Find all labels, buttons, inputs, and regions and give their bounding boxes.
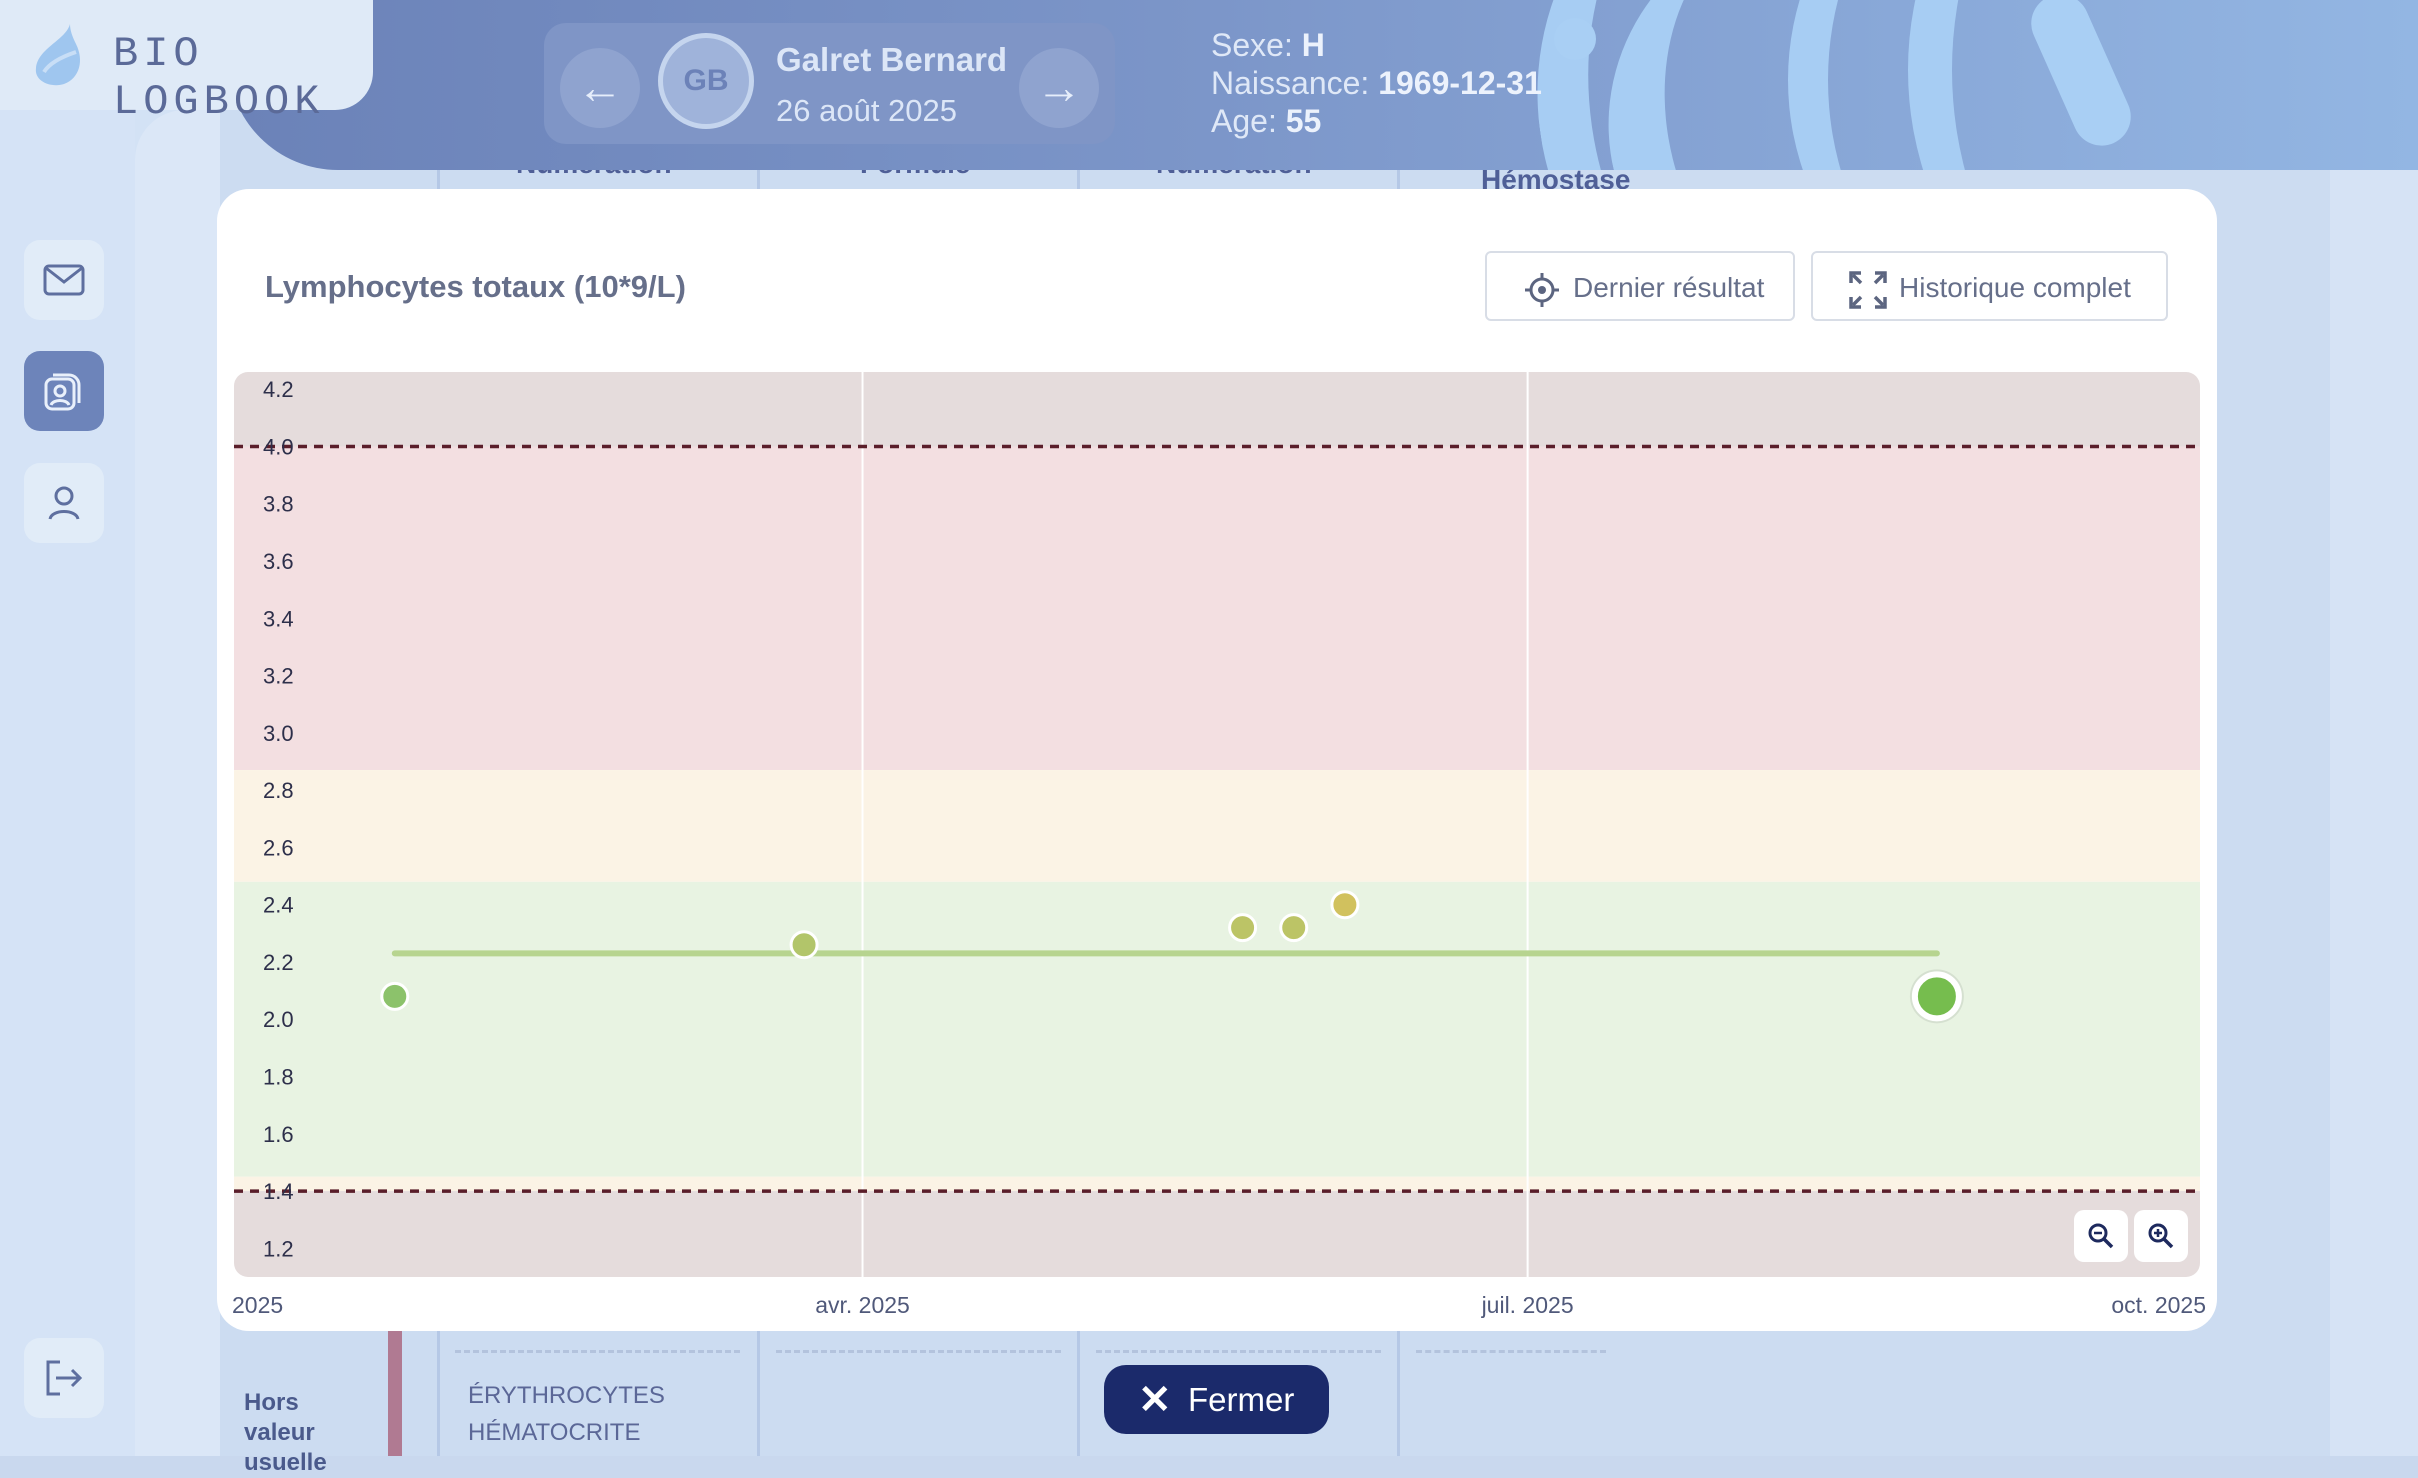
patient-card: ← GB Galret Bernard 26 août 2025 → [544, 23, 1115, 144]
mail-icon [43, 264, 85, 296]
previous-patient-button[interactable]: ← [560, 48, 640, 128]
zoom-in-icon [2148, 1223, 2174, 1249]
age-row: Age: 55 [1211, 102, 1542, 140]
patient-info: Sexe: H Naissance: 1969-12-31 Age: 55 [1211, 26, 1542, 140]
y-tick-label: 2.2 [263, 950, 294, 975]
rail-inner [135, 110, 220, 1456]
next-patient-button[interactable]: → [1019, 48, 1099, 128]
y-tick-label: 3.8 [263, 492, 294, 517]
data-point [789, 930, 819, 960]
y-tick-label: 1.6 [263, 1122, 294, 1147]
range-band [234, 881, 2200, 1177]
logo-text: BIO LOGBOOK [113, 30, 325, 126]
birth-row: Naissance: 1969-12-31 [1211, 64, 1542, 102]
y-tick-label: 3.2 [263, 664, 294, 689]
test-label[interactable]: HÉMATOCRITE [468, 1419, 641, 1446]
x-tick-label: oct. 2025 [2111, 1292, 2206, 1318]
birth-label: Naissance: [1211, 65, 1370, 101]
sex-value: H [1301, 27, 1325, 63]
patient-name: Galret Bernard [776, 41, 1008, 78]
row-label: Hors valeur usuelle [244, 1389, 327, 1476]
range-band [234, 372, 2200, 447]
zoom-out-button[interactable] [2074, 1210, 2128, 1262]
last-result-button[interactable]: Dernier résultat [1485, 251, 1795, 321]
decorative-arc [1908, 0, 2418, 170]
x-tick-label: avr. 2025 [815, 1292, 910, 1318]
left-rail [0, 0, 135, 1456]
data-point [380, 981, 410, 1011]
sidebar-item-messages[interactable] [24, 240, 104, 320]
zoom-out-icon [2088, 1223, 2114, 1249]
arrow-left-icon: ← [577, 61, 623, 113]
y-tick-label: 1.4 [263, 1179, 294, 1204]
report-date: 26 août 2025 [776, 93, 958, 128]
birth-value: 1969-12-31 [1378, 65, 1542, 101]
y-tick-label: 2.6 [263, 835, 294, 860]
sidebar-item-patients[interactable] [24, 351, 104, 431]
y-tick-label: 1.2 [263, 1236, 294, 1261]
sex-row: Sexe: H [1211, 26, 1542, 64]
last-result-label: Dernier résultat [1573, 272, 1765, 303]
range-band [234, 1191, 2200, 1277]
y-tick-label: 4.0 [263, 434, 294, 459]
close-icon: ✕ [1138, 1378, 1172, 1422]
right-strip [2330, 170, 2418, 1456]
decorative-arc [1788, 0, 2348, 170]
row-divider [776, 1350, 1061, 1353]
range-band [234, 1176, 2200, 1192]
decorative-dot [1554, 18, 1596, 60]
row-marker [388, 1330, 402, 1456]
target-icon [1525, 273, 1559, 307]
y-tick-label: 3.0 [263, 721, 294, 746]
range-band [234, 770, 2200, 882]
data-point [1228, 913, 1258, 943]
row-divider [455, 1350, 740, 1353]
data-point [1330, 890, 1360, 920]
x-tick-label: 2025 [232, 1292, 283, 1318]
close-button[interactable]: ✕ Fermer [1104, 1365, 1329, 1434]
y-tick-label: 3.6 [263, 549, 294, 574]
modal-title: Lymphocytes totaux (10*9/L) [265, 269, 686, 304]
range-band [234, 446, 2200, 771]
y-tick-label: 4.2 [263, 377, 294, 402]
data-point [1279, 913, 1309, 943]
drop-logo-icon [35, 24, 80, 86]
age-label: Age: [1211, 103, 1277, 139]
logout-icon [46, 1360, 83, 1396]
close-label: Fermer [1188, 1381, 1295, 1418]
app-logo[interactable]: BIO LOGBOOK [0, 0, 373, 126]
expand-icon [1849, 271, 1887, 309]
y-tick-label: 2.8 [263, 778, 294, 803]
y-tick-label: 1.8 [263, 1065, 294, 1090]
row-divider [1096, 1350, 1381, 1353]
logout-button[interactable] [24, 1338, 104, 1418]
full-history-button[interactable]: Historique complet [1811, 251, 2168, 321]
avatar: GB [658, 33, 754, 129]
y-tick-label: 2.4 [263, 893, 294, 918]
x-tick-label: juil. 2025 [1481, 1292, 1574, 1318]
latest-data-point [1911, 971, 1962, 1022]
row-divider [1416, 1350, 1606, 1353]
sex-label: Sexe: [1211, 27, 1293, 63]
test-label[interactable]: ÉRYTHROCYTES [468, 1382, 665, 1409]
sidebar-item-profile[interactable] [24, 463, 104, 543]
user-icon [48, 486, 80, 520]
chart-modal: Lymphocytes totaux (10*9/L) Dernier résu… [217, 189, 2217, 1331]
patients-icon [44, 373, 81, 411]
lymphocytes-chart[interactable]: 1.2 1.4 1.6 1.8 2.0 2.2 2.4 2.6 2.8 3.0 3.2 3.4 3.6 3… [217, 189, 2217, 1331]
zoom-in-button[interactable] [2134, 1210, 2188, 1262]
arrow-right-icon: → [1036, 61, 1082, 113]
full-history-label: Historique complet [1899, 272, 2131, 303]
y-tick-label: 3.4 [263, 606, 294, 631]
y-tick-label: 2.0 [263, 1007, 294, 1032]
age-value: 55 [1285, 103, 1322, 139]
